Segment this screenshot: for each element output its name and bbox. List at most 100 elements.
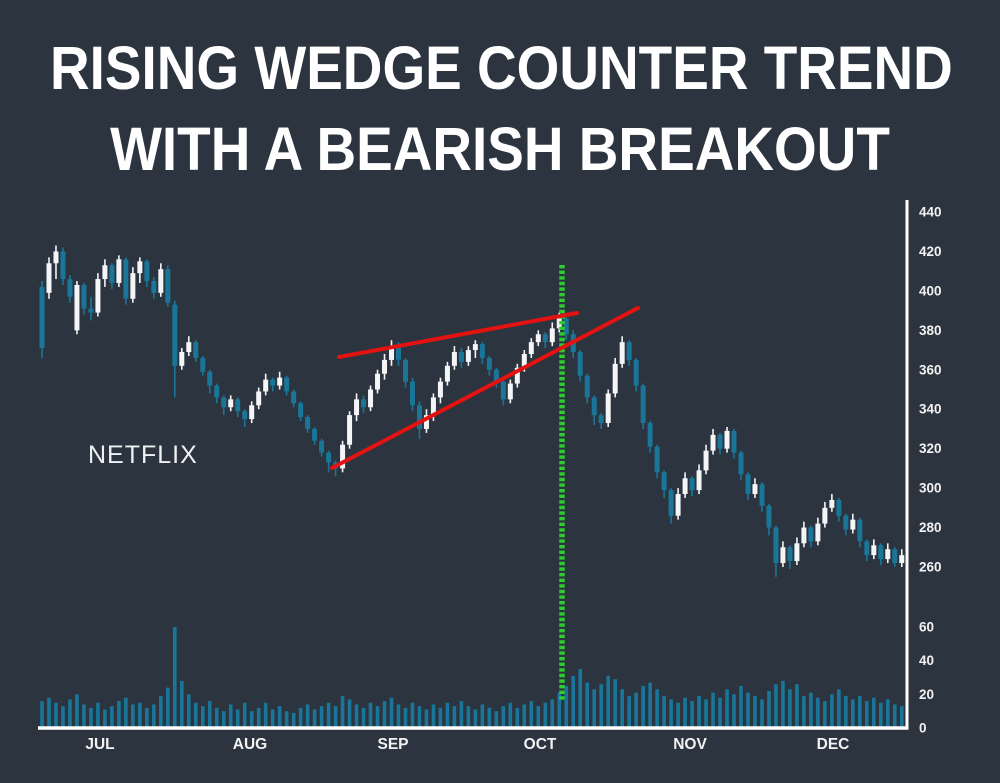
volume-tick-label: 40 (919, 653, 934, 668)
volume-bar (613, 679, 617, 728)
volume-bar (424, 709, 429, 728)
volume-bar (347, 699, 352, 728)
candle-body (752, 484, 758, 495)
volume-bar (145, 707, 149, 728)
volume-bar (249, 711, 254, 728)
volume-bar (152, 704, 156, 728)
volume-bar (403, 707, 408, 728)
candle-body (500, 381, 506, 400)
volume-bar (515, 707, 520, 728)
volume-bar (592, 689, 597, 728)
candle-body (598, 415, 604, 424)
candle-body (892, 549, 898, 564)
candle-body (382, 359, 388, 374)
volume-bar (508, 702, 513, 728)
volume-bar (312, 709, 317, 728)
candle-body (563, 318, 569, 335)
volume-bar (704, 699, 708, 728)
candle-body (549, 328, 555, 343)
candle-body (109, 265, 115, 283)
candle-body (242, 411, 248, 420)
volume-bar (291, 712, 296, 728)
volume-bar (634, 692, 638, 728)
candle-body (682, 478, 688, 495)
candle-body (263, 379, 269, 392)
volume-bar (550, 699, 555, 728)
candle-body (738, 452, 744, 475)
candle-body (829, 499, 835, 508)
volume-bar (690, 701, 694, 728)
candle-body (801, 527, 807, 544)
candle-body (647, 423, 653, 447)
candle-body (822, 507, 828, 524)
volume-bar (892, 704, 897, 728)
candle-body (815, 523, 821, 542)
volume-bar (676, 702, 680, 728)
volume-bar (438, 707, 443, 728)
candle-body (591, 397, 597, 416)
candle-body (130, 273, 136, 299)
volume-bar (193, 702, 198, 728)
candle-body (675, 494, 681, 516)
candle-body (850, 519, 856, 530)
candle-body (95, 279, 101, 313)
volume-bar (207, 701, 212, 728)
candle-body (228, 399, 234, 408)
candle-body (340, 444, 346, 469)
candle-body (878, 545, 884, 560)
volume-bar (844, 696, 848, 728)
volume-bar (788, 689, 792, 728)
candle-body (151, 281, 157, 293)
price-tick-label: 400 (919, 283, 942, 298)
candle-body (221, 397, 227, 408)
volume-bar (655, 689, 659, 728)
candles (39, 245, 905, 577)
candle-body (256, 391, 262, 406)
candle-body (521, 353, 527, 368)
volume-bar (305, 704, 310, 728)
candle-body (717, 434, 723, 449)
candle-body (88, 308, 94, 313)
volume-bar (124, 697, 128, 728)
candle-body (214, 385, 220, 398)
candle-body (605, 393, 611, 424)
candle-body (633, 359, 639, 386)
candle-body (207, 371, 213, 386)
volume-tick-label: 20 (919, 687, 934, 702)
volume-bar (270, 709, 275, 728)
volume-bar (375, 706, 380, 728)
candle-body (326, 452, 332, 463)
volume-bar (494, 711, 499, 728)
volume-bar (410, 702, 415, 728)
candle-body (654, 446, 660, 473)
title-line-1: RISING WEDGE COUNTER TREND (50, 34, 953, 102)
volume-bar (809, 692, 813, 728)
candle-body (787, 547, 793, 562)
volume-bar (47, 697, 51, 728)
volume-bar (138, 702, 142, 728)
candle-body (123, 259, 129, 299)
volume-bar (851, 699, 855, 728)
volume-bar (459, 701, 464, 728)
price-tick-label: 260 (919, 559, 942, 574)
candle-body (584, 375, 590, 398)
volume-bar (585, 682, 590, 728)
volume-bar (774, 684, 778, 728)
candle-body (864, 541, 870, 556)
volume-bar (802, 696, 806, 728)
volume-bar (131, 704, 135, 728)
volume-bar (746, 692, 750, 728)
price-tick-label: 320 (919, 441, 942, 456)
ticker-label: NETFLIX (88, 441, 198, 469)
candle-body (235, 399, 241, 412)
volume-bar (452, 706, 457, 728)
month-label: SEP (377, 736, 408, 753)
volume-bar (879, 702, 883, 728)
volume-bar (284, 711, 289, 728)
volume-bar (396, 704, 401, 728)
volume-bar (522, 704, 527, 728)
volume-bar (487, 707, 492, 728)
volume-bar (760, 699, 764, 728)
volume-bar (382, 701, 387, 728)
volume-bar (333, 706, 338, 728)
